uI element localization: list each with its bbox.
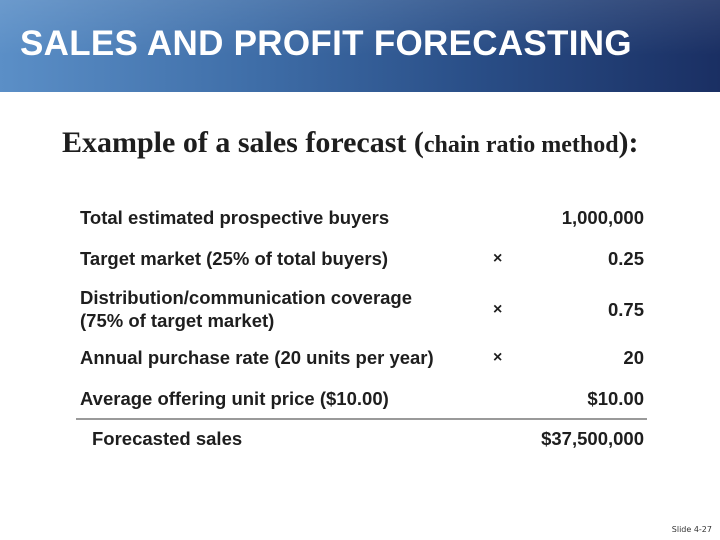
title-bar-shine: [0, 0, 720, 92]
slide-subtitle: Example of a sales forecast (chain ratio…: [62, 126, 639, 160]
multiply-operator: ×: [493, 250, 503, 267]
row-label-prospective-buyers: Total estimated prospective buyers: [80, 207, 390, 228]
row-label-target-market: Target market (25% of total buyers): [80, 248, 389, 269]
row-value-target-market: 0.25: [607, 248, 644, 269]
slide-number: Slide 4-27: [671, 525, 712, 534]
subtitle-part-3: ):: [618, 126, 639, 159]
row-label-purchase-rate: Annual purchase rate (20 units per year): [80, 347, 434, 368]
row-label-coverage-line2: (75% of target market): [80, 310, 275, 331]
row-label-unit-price: Average offering unit price ($10.00): [80, 388, 389, 409]
total-value: $37,500,000: [541, 428, 644, 449]
row-value-coverage: 0.75: [607, 299, 644, 320]
row-label-coverage-line1: Distribution/communication coverage: [80, 287, 413, 308]
row-value-prospective-buyers: 1,000,000: [561, 207, 644, 228]
subtitle-method: chain ratio method: [423, 132, 619, 158]
subtitle-part-1: Example of a sales forecast (: [62, 126, 424, 159]
total-divider: [76, 418, 647, 420]
multiply-operator: ×: [493, 301, 503, 318]
title-bar: SALES AND PROFIT FORECASTING: [0, 0, 720, 92]
total-label: Forecasted sales: [92, 428, 243, 449]
slide-title: SALES AND PROFIT FORECASTING: [20, 24, 632, 63]
row-value-unit-price: $10.00: [587, 388, 644, 409]
row-value-purchase-rate: 20: [623, 347, 644, 368]
multiply-operator: ×: [493, 349, 503, 366]
